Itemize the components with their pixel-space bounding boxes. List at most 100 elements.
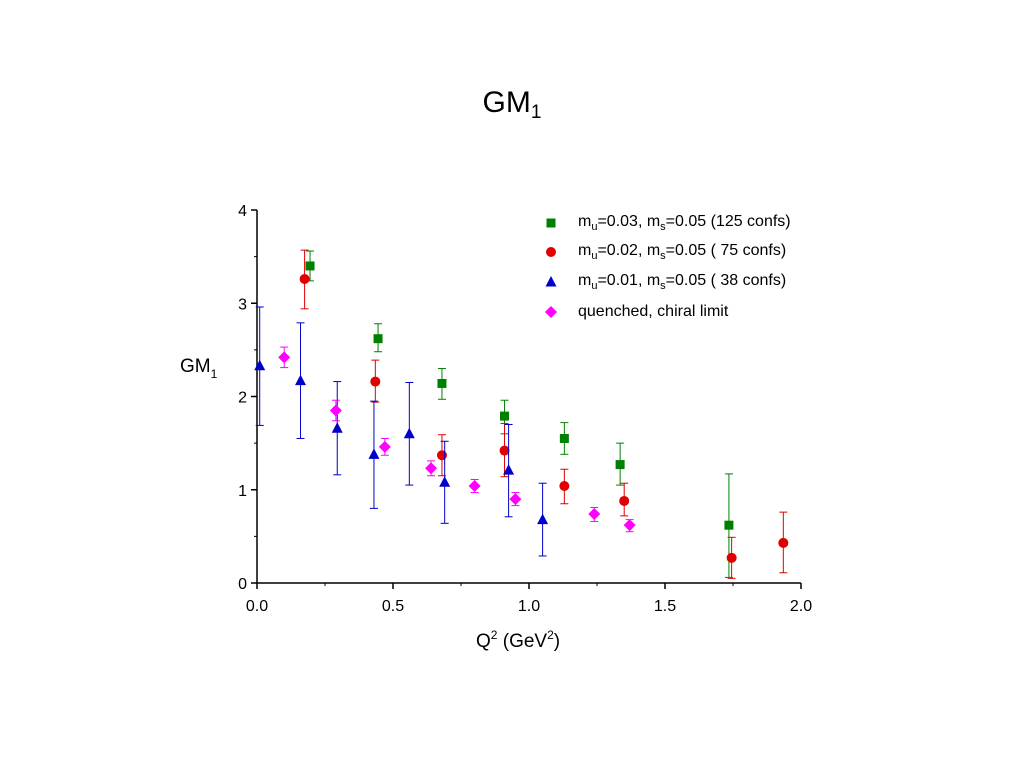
data-point-diamond (278, 346, 291, 369)
marker-triangle (368, 448, 380, 459)
y-tick-label: 0 (238, 576, 247, 593)
x-tick-label: 1.5 (654, 598, 676, 615)
legend: mu=0.03, ms=0.05 (125 confs) mu=0.02, ms… (544, 208, 791, 326)
data-point-circle (370, 359, 381, 403)
data-point-diamond (468, 478, 481, 494)
data-point-triangle (295, 322, 307, 439)
marker-triangle (439, 476, 451, 487)
x-tick-label: 1.0 (518, 598, 540, 615)
marker-triangle (403, 427, 415, 439)
data-point-diamond (588, 506, 601, 522)
marker-square (500, 411, 510, 421)
chart-title-sub: 1 (530, 102, 542, 123)
chart-title-main: GM (482, 86, 531, 119)
data-point-triangle (439, 440, 451, 524)
data-point-triangle (254, 306, 266, 426)
marker-diamond (378, 440, 391, 453)
marker-triangle (254, 359, 266, 371)
data-point-circle (499, 423, 510, 478)
data-point-diamond (329, 399, 342, 422)
data-point-circle (726, 536, 737, 579)
marker-diamond (509, 493, 522, 506)
marker-triangle (331, 422, 343, 433)
marker-diamond (278, 351, 291, 364)
marker-triangle (503, 464, 515, 475)
legend-label: mu=0.03, ms=0.05 (125 confs) (578, 212, 791, 233)
legend-item: mu=0.02, ms=0.05 ( 75 confs) (544, 238, 791, 268)
data-point-diamond (378, 437, 391, 456)
y-tick-label: 3 (238, 296, 247, 313)
x-axis-label-post: ) (553, 631, 561, 652)
marker-diamond (623, 519, 636, 532)
data-point-triangle (503, 423, 515, 518)
legend-symbol-diamond (545, 305, 557, 318)
legend-label: quenched, chiral limit (578, 302, 729, 320)
legend-marker-triangle (545, 275, 557, 287)
data-point-circle (559, 468, 570, 505)
marker-square (305, 261, 315, 271)
data-point-circle (299, 249, 310, 310)
marker-circle (436, 450, 447, 461)
legend-item: mu=0.01, ms=0.05 ( 38 confs) (544, 267, 791, 297)
x-tick-label: 0.0 (246, 598, 268, 615)
marker-diamond (468, 480, 481, 493)
marker-circle (559, 481, 570, 492)
marker-circle (619, 495, 630, 506)
axes: 0 1 2 3 4 0.0 0.5 1.0 1.5 2.0 (238, 203, 812, 615)
data-point-circle (619, 482, 630, 517)
data-point-square (559, 422, 569, 455)
data-point-square (437, 368, 447, 400)
legend-label: mu=0.01, ms=0.05 ( 38 confs) (578, 271, 787, 292)
y-axis-label: GM1 (180, 356, 217, 381)
y-tick-label: 4 (238, 203, 247, 220)
legend-label: mu=0.02, ms=0.05 ( 75 confs) (578, 242, 787, 263)
marker-diamond (425, 462, 438, 475)
y-tick-label: 2 (238, 390, 247, 407)
y-axis-label-sub: 1 (210, 367, 218, 381)
marker-triangle (537, 513, 549, 525)
data-point-diamond (623, 519, 636, 533)
y-tick-label: 1 (238, 483, 247, 500)
legend-item: quenched, chiral limit (544, 297, 791, 327)
data-point-triangle (537, 482, 549, 557)
legend-symbol-triangle (545, 275, 557, 287)
marker-diamond (329, 404, 342, 417)
marker-diamond (588, 507, 601, 520)
y-axis-label-main: GM (180, 356, 211, 377)
marker-circle (499, 445, 510, 456)
x-axis-label-sup1: 2 (490, 628, 498, 642)
legend-item: mu=0.03, ms=0.05 (125 confs) (544, 208, 791, 238)
x-axis-label-sup2: 2 (547, 628, 554, 642)
marker-triangle (295, 374, 307, 386)
chart-title: GM1 (0, 86, 1024, 124)
marker-circle (778, 537, 789, 548)
legend-marker-diamond (545, 305, 557, 318)
data-point-diamond (425, 460, 438, 477)
data-point-diamond (509, 492, 522, 507)
x-tick-label: 2.0 (790, 598, 812, 615)
data-point-triangle (331, 381, 343, 476)
data-point-triangle (368, 400, 380, 509)
marker-square (724, 520, 734, 530)
data-point-square (615, 442, 625, 486)
data-point-circle (778, 511, 789, 574)
marker-square (559, 433, 569, 443)
legend-marker-circle (546, 247, 556, 258)
marker-circle (370, 376, 381, 387)
marker-square (373, 334, 383, 344)
legend-symbol-circle (546, 247, 556, 258)
data-point-triangle (403, 382, 415, 486)
legend-marker-square (546, 218, 556, 228)
x-tick-label: 0.5 (382, 598, 404, 615)
x-axis-label-mid: (GeV (497, 631, 548, 652)
marker-square (437, 378, 447, 388)
data-point-square (373, 323, 383, 353)
x-axis-label-pre: Q (476, 631, 491, 652)
marker-circle (726, 552, 737, 563)
x-axis-label: Q2 (GeV2) (476, 628, 560, 653)
legend-symbol-square (546, 218, 556, 228)
data-marks (254, 249, 789, 579)
marker-circle (299, 274, 310, 285)
